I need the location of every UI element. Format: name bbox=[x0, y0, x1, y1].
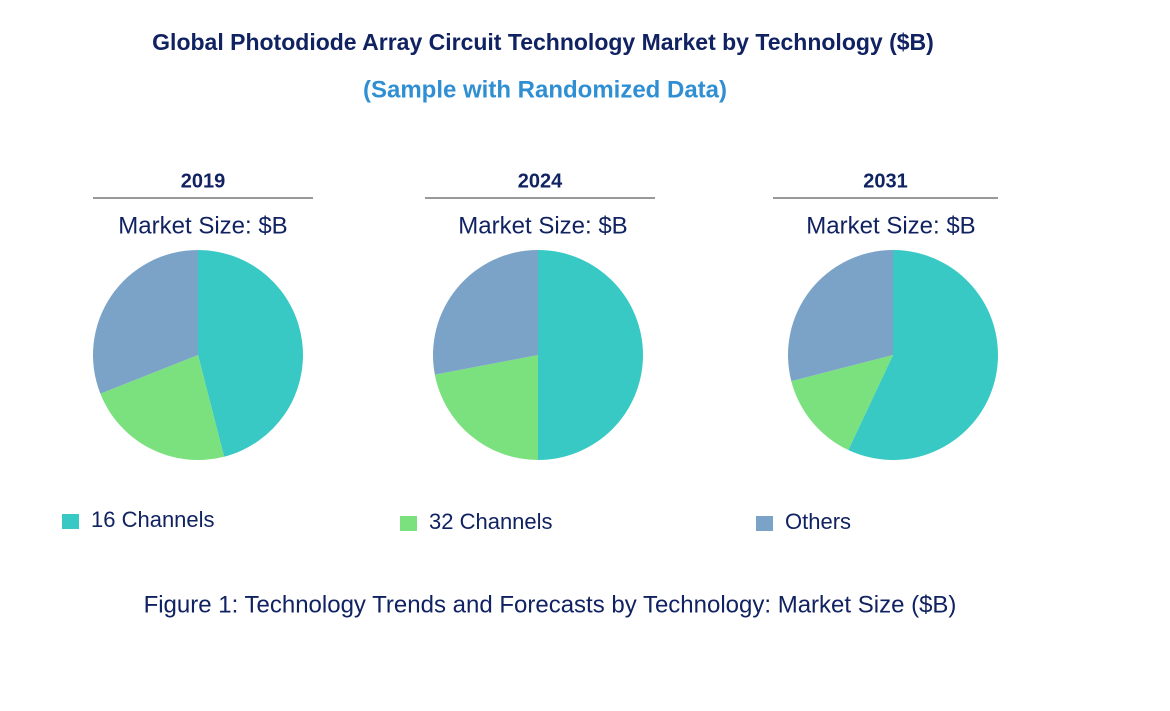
title: Global Photodiode Array Circuit Technolo… bbox=[152, 29, 934, 55]
legend-label: 16 Channels bbox=[91, 507, 215, 532]
pie-subtitle: Market Size: $B bbox=[806, 212, 975, 239]
caption: Figure 1: Technology Trends and Forecast… bbox=[144, 591, 957, 618]
pie-title: 2031 bbox=[863, 170, 908, 192]
pie-slice bbox=[538, 250, 643, 460]
pie-slice bbox=[92, 250, 198, 394]
legend-label: Others bbox=[785, 509, 851, 534]
pie-slice bbox=[100, 355, 225, 460]
legend-swatch bbox=[400, 516, 417, 531]
pie-slice bbox=[787, 250, 893, 382]
pie-slice bbox=[791, 355, 893, 451]
pie-subtitle: Market Size: $B bbox=[118, 212, 287, 239]
pie-slice bbox=[433, 250, 538, 375]
subtitle: (Sample with Randomized Data) bbox=[363, 76, 727, 103]
legend-swatch bbox=[756, 516, 773, 531]
pie-title: 2019 bbox=[181, 170, 226, 192]
pie-subtitle: Market Size: $B bbox=[458, 212, 627, 239]
legend-label: 32 Channels bbox=[429, 509, 553, 534]
legend-swatch bbox=[62, 514, 79, 529]
pie-slice bbox=[198, 250, 304, 457]
pie-title: 2024 bbox=[518, 170, 563, 192]
pie-slice bbox=[434, 355, 538, 460]
pie-slice bbox=[848, 250, 998, 460]
